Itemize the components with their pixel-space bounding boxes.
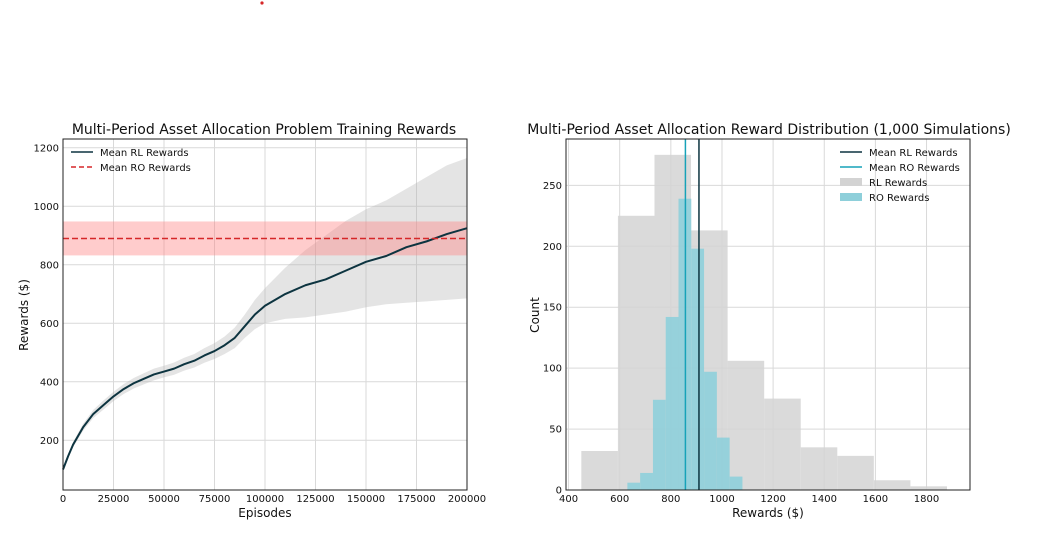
chart-title: Multi-Period Asset Allocation Problem Tr… <box>72 122 456 138</box>
legend: Mean RL Rewards Mean RO Rewards <box>71 148 191 174</box>
ro-rewards-bar <box>716 437 730 490</box>
x-tick-label: 75000 <box>199 494 231 505</box>
ro-rewards-bar <box>704 371 717 490</box>
legend-rl-hist-swatch <box>840 178 862 186</box>
y-tick-label: 100 <box>543 364 562 375</box>
x-tick-labels: 0 25000 50000 75000 100000 125000 150000 175000… <box>60 494 486 505</box>
training-rewards-chart: Multi-Period Asset Allocation Problem Tr… <box>17 122 486 520</box>
y-tick-label: 0 <box>556 486 562 497</box>
x-tick-label: 1400 <box>812 494 837 505</box>
y-tick-label: 1200 <box>34 143 59 154</box>
legend-ro-hist-label: RO Rewards <box>869 193 929 204</box>
rl-rewards-bar <box>764 398 801 490</box>
x-tick-label: 175000 <box>397 494 435 505</box>
grid <box>62 139 468 490</box>
y-tick-label: 800 <box>40 260 59 271</box>
axes-frame <box>62 138 468 491</box>
rl-rewards-bar <box>581 451 618 490</box>
ro-rewards-bar <box>729 476 743 490</box>
x-tick-label: 200000 <box>448 494 486 505</box>
x-tick-label: 100000 <box>246 494 284 505</box>
reward-distribution-chart: Multi-Period Asset Allocation Reward Dis… <box>527 122 1011 520</box>
x-tick-label: 400 <box>559 494 578 505</box>
ro-rewards-bar <box>691 248 705 490</box>
rl-confidence-band <box>63 158 467 471</box>
rl-rewards-bar <box>873 480 911 490</box>
y-axis-label: Count <box>528 297 542 333</box>
x-tick-label: 1200 <box>760 494 785 505</box>
y-tick-label: 400 <box>40 377 59 388</box>
ro-rewards-bar <box>665 316 679 490</box>
y-tick-labels: 0 50 100 150 200 250 <box>543 181 562 497</box>
legend-rl-hist-label: RL Rewards <box>869 178 927 189</box>
x-tick-label: 1600 <box>863 494 888 505</box>
x-tick-label: 50000 <box>148 494 180 505</box>
x-tick-label: 600 <box>610 494 629 505</box>
legend-rl-label: Mean RL Rewards <box>100 148 189 159</box>
x-tick-label: 1000 <box>709 494 734 505</box>
x-tick-label: 800 <box>661 494 680 505</box>
x-tick-labels: 400 600 800 1000 1200 1400 1600 1800 <box>559 494 939 505</box>
x-tick-label: 1800 <box>914 494 939 505</box>
rl-rewards-bar <box>837 455 874 490</box>
y-tick-label: 200 <box>40 436 59 447</box>
ro-rewards-bar <box>640 472 653 490</box>
y-tick-label: 200 <box>543 242 562 253</box>
plot-area <box>62 158 468 471</box>
y-axis-label: Rewards ($) <box>17 279 31 351</box>
y-tick-label: 1000 <box>34 202 59 213</box>
rl-rewards-bar <box>617 215 655 490</box>
mean-rl-rewards-line <box>62 227 468 470</box>
y-tick-label: 50 <box>549 425 562 436</box>
y-tick-label: 150 <box>543 303 562 314</box>
y-tick-label: 600 <box>40 319 59 330</box>
legend-ro-label: Mean RO Rewards <box>100 163 191 174</box>
chart-title: Multi-Period Asset Allocation Reward Dis… <box>527 122 1011 138</box>
ro-rewards-bar <box>627 482 641 490</box>
x-tick-label: 150000 <box>347 494 385 505</box>
x-axis-label: Episodes <box>238 506 291 520</box>
x-tick-label: 0 <box>60 494 66 505</box>
y-tick-labels: 200 400 600 800 1000 1200 <box>34 143 59 447</box>
y-tick-label: 250 <box>543 181 562 192</box>
axes-frame <box>565 138 971 491</box>
x-tick-label: 125000 <box>296 494 334 505</box>
rl-rewards-bar <box>910 486 947 490</box>
legend-rl-mean-label: Mean RL Rewards <box>869 148 958 159</box>
legend-ro-hist-swatch <box>840 193 862 201</box>
legend-ro-mean-label: Mean RO Rewards <box>869 163 960 174</box>
artifact-dot <box>260 1 264 5</box>
x-axis-label: Rewards ($) <box>732 506 804 520</box>
x-tick-label: 25000 <box>98 494 130 505</box>
rl-rewards-bar <box>800 447 838 490</box>
rl-rewards-bar <box>727 360 765 490</box>
ro-rewards-bar <box>652 399 666 490</box>
plot-area <box>581 139 947 490</box>
legend: Mean RL Rewards Mean RO Rewards RL Rewar… <box>840 148 960 204</box>
